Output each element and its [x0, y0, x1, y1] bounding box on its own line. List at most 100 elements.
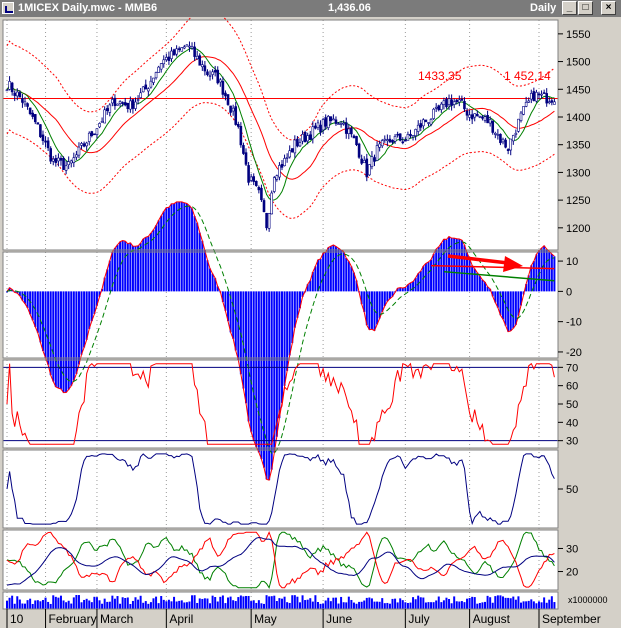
volume-bar [221, 595, 224, 609]
candle-body [352, 135, 356, 139]
macd-histogram-bar [419, 271, 422, 292]
macd-histogram-bar [273, 291, 276, 453]
macd-histogram-bar [450, 237, 453, 292]
macd-histogram-bar [476, 272, 479, 292]
macd-histogram-bar [319, 258, 322, 292]
candle-body [98, 123, 101, 128]
candle-body [54, 158, 58, 163]
volume-bar [468, 598, 471, 609]
volume-bar [460, 601, 463, 609]
macd-histogram-bar [525, 284, 528, 292]
close-button[interactable]: × [601, 1, 616, 15]
volume-bar [280, 598, 283, 609]
candle-body [344, 122, 348, 134]
candle-body [201, 64, 204, 68]
macd-histogram-bar [160, 215, 163, 292]
volume-bar [455, 601, 458, 609]
volume-bar [108, 601, 111, 609]
title-bar[interactable]: 1MICEX Daily.mwc - MMB6 1,436.06 Daily _… [0, 0, 621, 17]
candle-body [44, 140, 47, 143]
macd-histogram-bar [209, 268, 212, 292]
x-tick-label: August [473, 612, 511, 626]
candle-body [154, 72, 158, 79]
y-tick-label: 50 [566, 484, 578, 496]
volume-bar [291, 595, 294, 609]
volume-bar [476, 603, 479, 609]
macd-histogram-bar [548, 251, 551, 292]
candle-body [486, 114, 489, 124]
volume-bar [537, 601, 540, 609]
volume-bar [422, 597, 425, 609]
macd-histogram-bar [206, 260, 209, 292]
macd-histogram-bar [280, 291, 283, 403]
volume-bar [435, 600, 438, 609]
macd-histogram-bar [296, 291, 299, 318]
candle-body [463, 101, 466, 110]
macd-histogram-bar [131, 246, 134, 292]
macd-histogram-bar [332, 244, 335, 292]
volume-bar [373, 601, 376, 609]
volume-bar [466, 598, 469, 609]
maximize-button[interactable]: □ [578, 1, 593, 15]
macd-histogram-bar [553, 256, 556, 292]
candle-body [298, 142, 302, 147]
annotation-level-1452: 1 452,14 [504, 69, 551, 83]
volume-bar [183, 602, 186, 609]
candle-body [260, 187, 263, 201]
candle-body [100, 121, 104, 123]
macd-histogram-bar [152, 229, 155, 292]
volume-bar [124, 598, 127, 609]
macd-histogram-bar [412, 281, 415, 292]
candle-body [411, 135, 415, 138]
volume-bar [139, 595, 142, 609]
candle-body [67, 161, 70, 166]
candle-body [293, 139, 297, 154]
macd-histogram-bar [311, 272, 314, 292]
candle-body [478, 115, 482, 118]
macd-histogram-bar [139, 243, 142, 292]
volume-bar [478, 603, 481, 609]
volume-bar [23, 603, 26, 609]
volume-bar [170, 601, 173, 609]
candle-body [221, 81, 225, 95]
volume-bar [450, 603, 453, 609]
volume-bar [26, 600, 29, 609]
macd-histogram-bar [283, 291, 286, 386]
macd-histogram-bar [80, 291, 83, 355]
volume-bar [391, 598, 394, 609]
candle-body [504, 139, 507, 148]
volume-bar [6, 600, 8, 609]
volume-bar [95, 597, 98, 609]
volume-bar [247, 595, 250, 609]
volume-bar [39, 601, 42, 609]
candle-body [537, 93, 541, 96]
candle-body [5, 89, 9, 92]
candle-body [432, 108, 435, 119]
pane-3-background [3, 360, 558, 448]
macd-histogram-bar [124, 241, 127, 292]
pane-2-background [3, 252, 558, 358]
volume-bar [514, 599, 517, 609]
chart-app-icon[interactable] [2, 2, 14, 14]
volume-bar [337, 603, 340, 609]
volume-bar [206, 598, 209, 609]
candle-body [468, 114, 471, 118]
volume-bar [252, 600, 255, 609]
x-tick-label: February [49, 612, 97, 626]
volume-bar [499, 595, 502, 609]
volume-bar [296, 596, 299, 609]
candle-body [383, 138, 387, 141]
volume-bar [13, 603, 16, 609]
volume-bar [520, 602, 522, 609]
volume-bar [437, 596, 440, 609]
volume-bar [257, 600, 260, 609]
minimize-button[interactable]: _ [562, 1, 577, 15]
volume-bar [322, 603, 325, 609]
macd-histogram-bar [149, 233, 152, 292]
volume-bar [376, 601, 379, 609]
macd-histogram-bar [499, 291, 502, 316]
macd-histogram-bar [98, 291, 101, 297]
volume-bar [417, 595, 420, 609]
candle-body [105, 108, 109, 112]
volume-bar [216, 601, 219, 609]
